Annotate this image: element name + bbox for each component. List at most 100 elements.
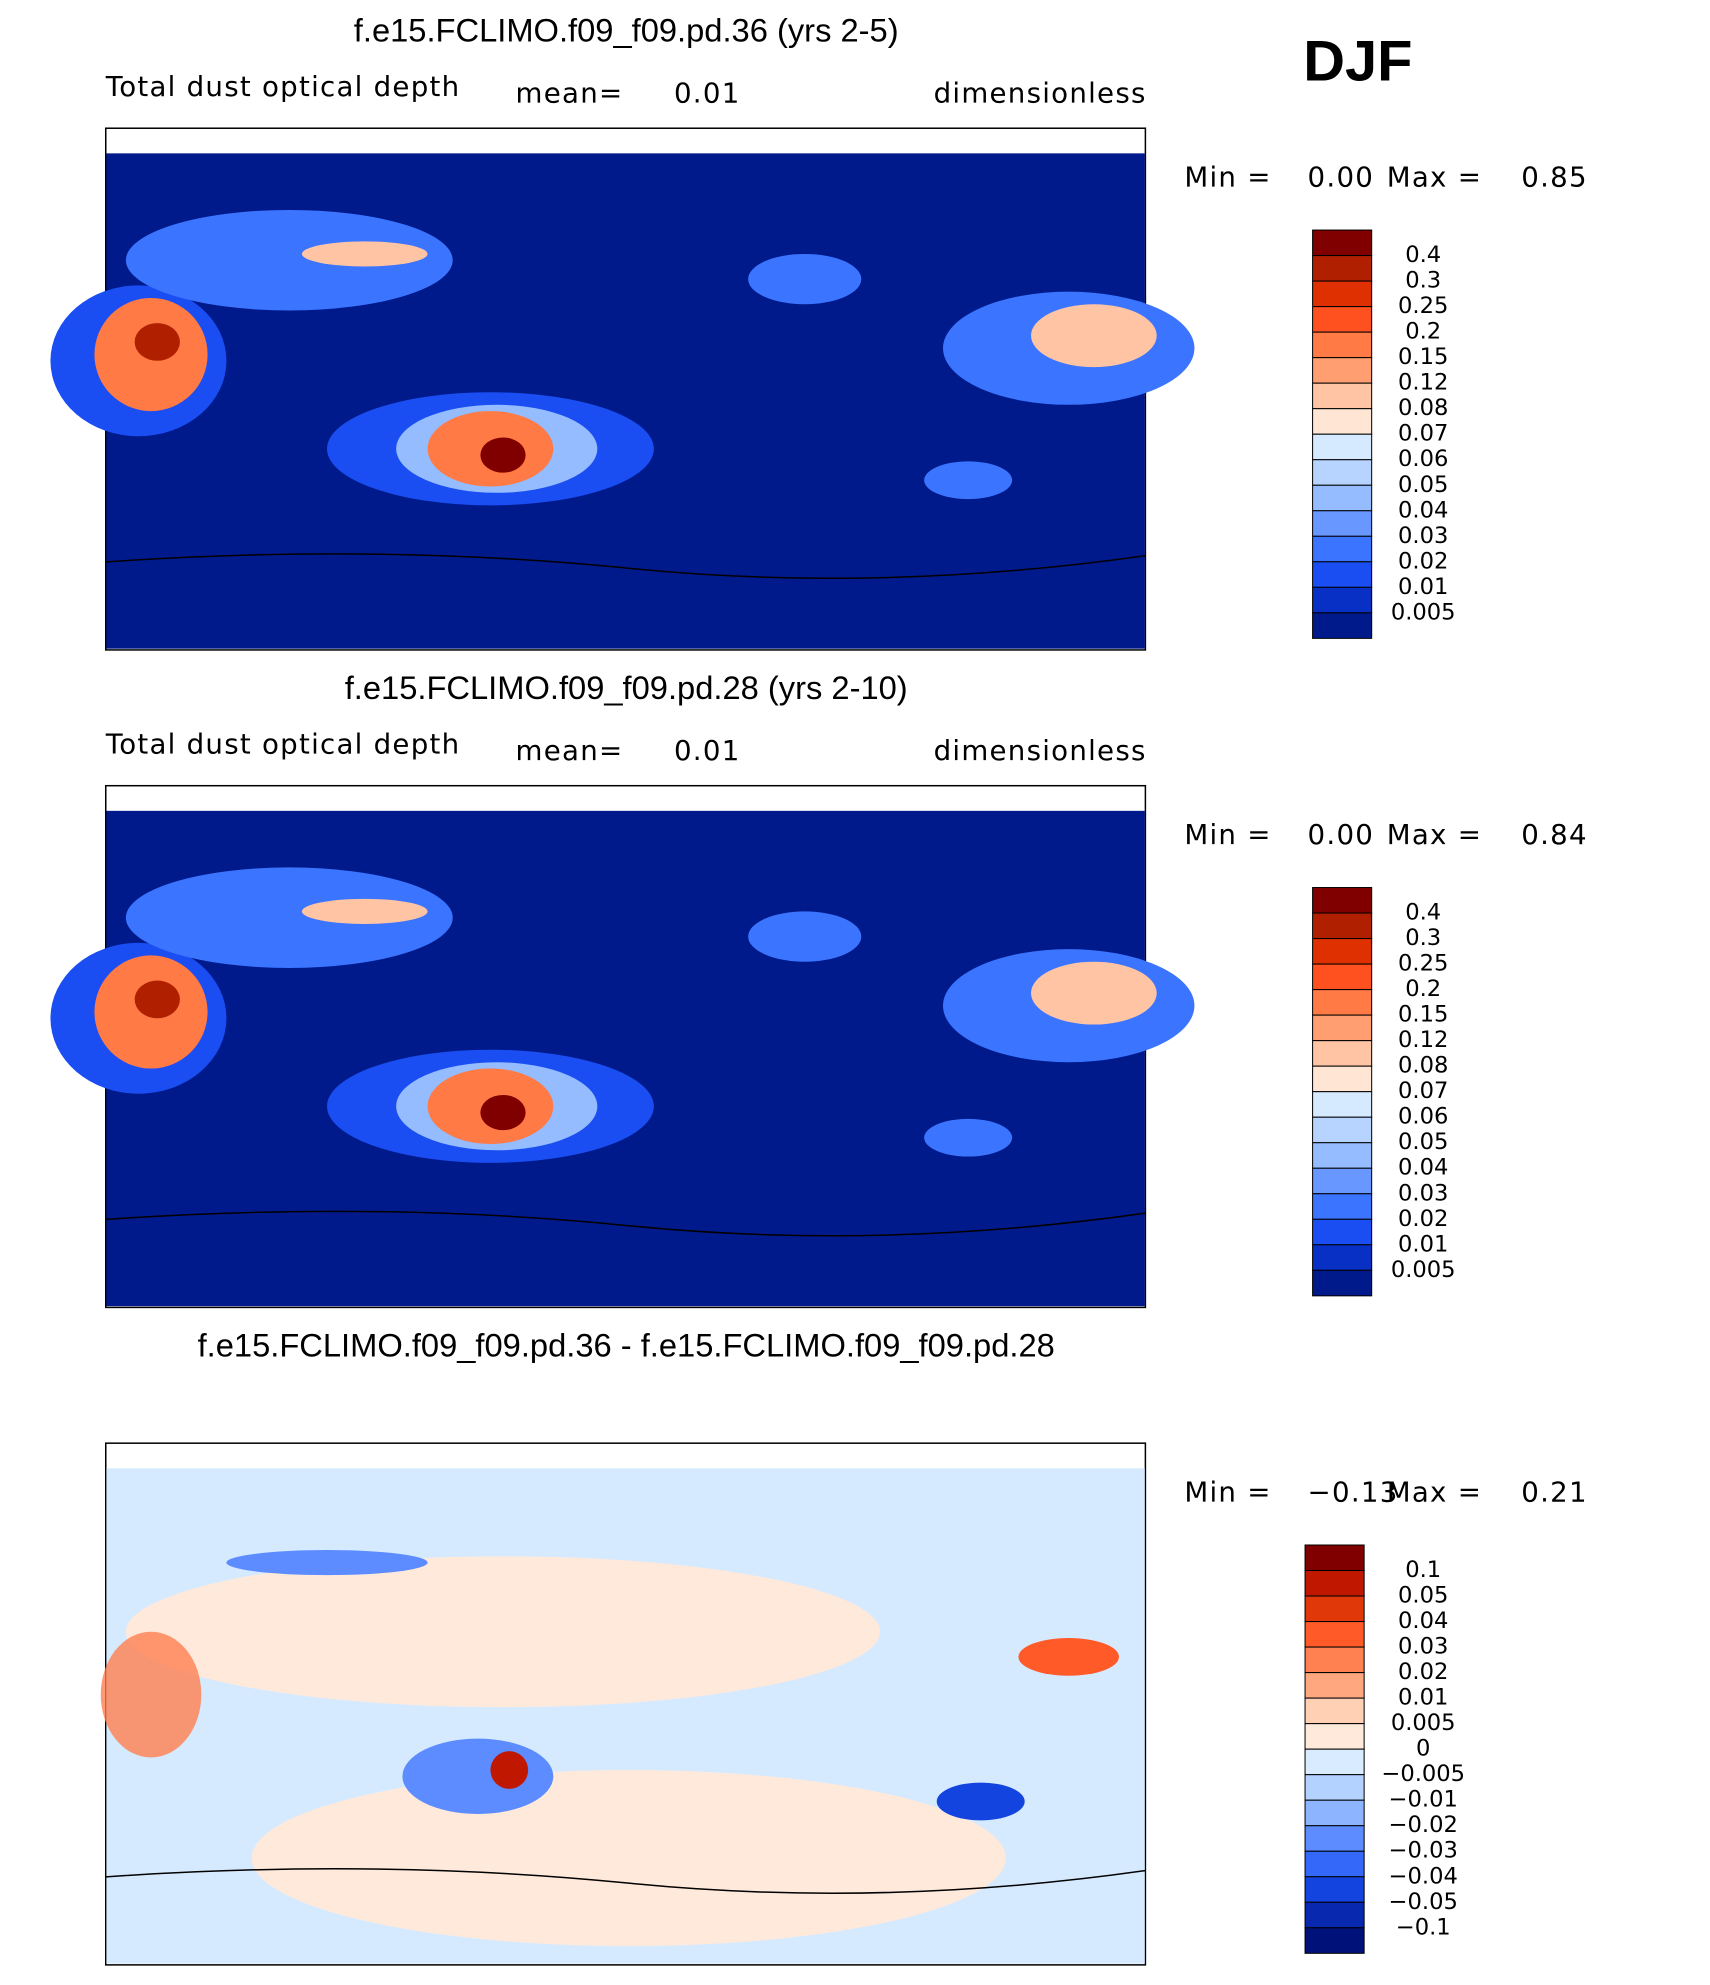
panel-subtitle: dimensionless: [934, 76, 1147, 109]
panel-subtitle: 0.01: [674, 76, 741, 109]
range-label: Min =: [1184, 1475, 1271, 1508]
colorbar-label: 0.15: [1398, 1002, 1448, 1028]
field-contour: [1018, 1638, 1119, 1676]
field-contour: [125, 867, 453, 968]
field-contour: [936, 1782, 1025, 1821]
colorbar-label: 0.08: [1398, 395, 1448, 421]
field-contour: [1030, 304, 1157, 368]
colorbar-label: 0: [1416, 1736, 1430, 1762]
colorbar-label: 0.1: [1405, 1557, 1441, 1583]
range-label: Min =: [1184, 161, 1271, 194]
colorbar-box: [1304, 1646, 1365, 1674]
colorbar-label: 0.01: [1398, 574, 1448, 600]
colorbar-box: [1312, 1014, 1373, 1042]
panel-subtitle: 0.01: [674, 734, 741, 767]
colorbar-box: [1304, 1672, 1365, 1699]
colorbar-label: −0.01: [1389, 1787, 1458, 1813]
colorbar-box: [1312, 887, 1373, 914]
range-label: 0.00: [1308, 161, 1375, 194]
colorbar-label: −0.03: [1389, 1838, 1458, 1864]
range-label: Max =: [1387, 1475, 1482, 1508]
panel-subtitle: Total dust optical depth: [105, 727, 461, 760]
colorbar-box: [1312, 484, 1373, 512]
colorbar-box: [1312, 1167, 1373, 1195]
colorbar-box: [1304, 1799, 1365, 1827]
colorbar-label: −0.005: [1381, 1761, 1465, 1787]
colorbar-label: −0.04: [1389, 1863, 1458, 1889]
field-contour: [924, 1118, 1013, 1157]
colorbar-box: [1312, 612, 1373, 639]
colorbar-label: 0.08: [1398, 1053, 1448, 1079]
field-contour: [125, 209, 453, 311]
colorbar-label: 0.05: [1398, 1129, 1448, 1155]
coastline: [105, 1210, 1146, 1237]
panel-subtitle: mean=: [516, 734, 624, 767]
range-label: Min =: [1184, 818, 1271, 851]
colorbar-label: 0.02: [1398, 1659, 1448, 1685]
range-label: 0.00: [1308, 818, 1375, 851]
colorbar-label: 0.2: [1405, 976, 1441, 1002]
colorbar-label: 0.04: [1398, 1155, 1448, 1181]
colorbar-box: [1312, 561, 1373, 588]
colorbar-label: 0.02: [1398, 548, 1448, 574]
colorbar-box: [1312, 255, 1373, 282]
colorbar-label: 0.06: [1398, 1104, 1448, 1130]
colorbar-box: [1304, 1544, 1365, 1572]
panel-title: f.e15.FCLIMO.f09_f09.pd.36 - f.e15.FCLIM…: [198, 1326, 1055, 1363]
colorbar-box: [1312, 1142, 1373, 1169]
colorbar-box: [1312, 1269, 1373, 1297]
field-contour: [490, 1751, 529, 1789]
colorbar-label: 0.06: [1398, 446, 1448, 472]
colorbar-label: 0.12: [1398, 1027, 1448, 1053]
colorbar-box: [1304, 1825, 1365, 1852]
colorbar-box: [1304, 1570, 1365, 1597]
range-label: 0.21: [1521, 1475, 1588, 1508]
colorbar-box: [1312, 459, 1373, 486]
colorbar-box: [1304, 1748, 1365, 1776]
season-label: DJF: [1303, 30, 1412, 94]
map: [50, 127, 1195, 651]
colorbar-label: 0.4: [1405, 242, 1441, 268]
field-contour: [134, 323, 180, 361]
field-contour: [251, 1770, 1006, 1947]
field-contour: [100, 1631, 202, 1758]
colorbar-label: 0.07: [1398, 421, 1448, 447]
colorbar-box: [1312, 1193, 1373, 1220]
colorbar-label: 0.005: [1391, 1257, 1456, 1283]
range-label: 0.84: [1521, 818, 1588, 851]
map: [100, 1442, 1147, 1966]
colorbar-label: 0.01: [1398, 1231, 1448, 1257]
colorbar-box: [1312, 1218, 1373, 1246]
colorbar-box: [1312, 357, 1373, 384]
colorbar-box: [1312, 1040, 1373, 1067]
colorbar-label: 0.07: [1398, 1078, 1448, 1104]
colorbar-box: [1312, 280, 1373, 308]
colorbar-label: −0.05: [1389, 1889, 1458, 1915]
colorbar-box: [1312, 433, 1373, 461]
colorbar-box: [1312, 535, 1373, 563]
colorbar-label: 0.15: [1398, 344, 1448, 370]
colorbar-label: 0.25: [1398, 951, 1448, 977]
colorbar-box: [1304, 1876, 1365, 1903]
colorbar-label: 0.4: [1405, 900, 1441, 926]
field-contour: [748, 253, 862, 305]
colorbar-box: [1312, 229, 1373, 257]
colorbar-label: 0.05: [1398, 472, 1448, 498]
colorbar-label: 0.005: [1391, 1710, 1456, 1736]
colorbar-label: 0.04: [1398, 1608, 1448, 1634]
coastline: [105, 553, 1146, 580]
colorbar-box: [1312, 382, 1373, 410]
colorbar-box: [1312, 1065, 1373, 1093]
colorbar-label: 0.25: [1398, 293, 1448, 319]
range-label: Max =: [1387, 161, 1482, 194]
colorbar-label: 0.12: [1398, 370, 1448, 396]
colorbar-box: [1312, 1091, 1373, 1118]
colorbar-box: [1312, 938, 1373, 965]
colorbar-label: 0.3: [1405, 925, 1441, 951]
colorbar-box: [1312, 912, 1373, 940]
colorbar-label: 0.03: [1398, 523, 1448, 549]
colorbar-box: [1304, 1723, 1365, 1750]
range-label: −0.13: [1308, 1475, 1399, 1508]
panel-subtitle: mean=: [516, 76, 624, 109]
